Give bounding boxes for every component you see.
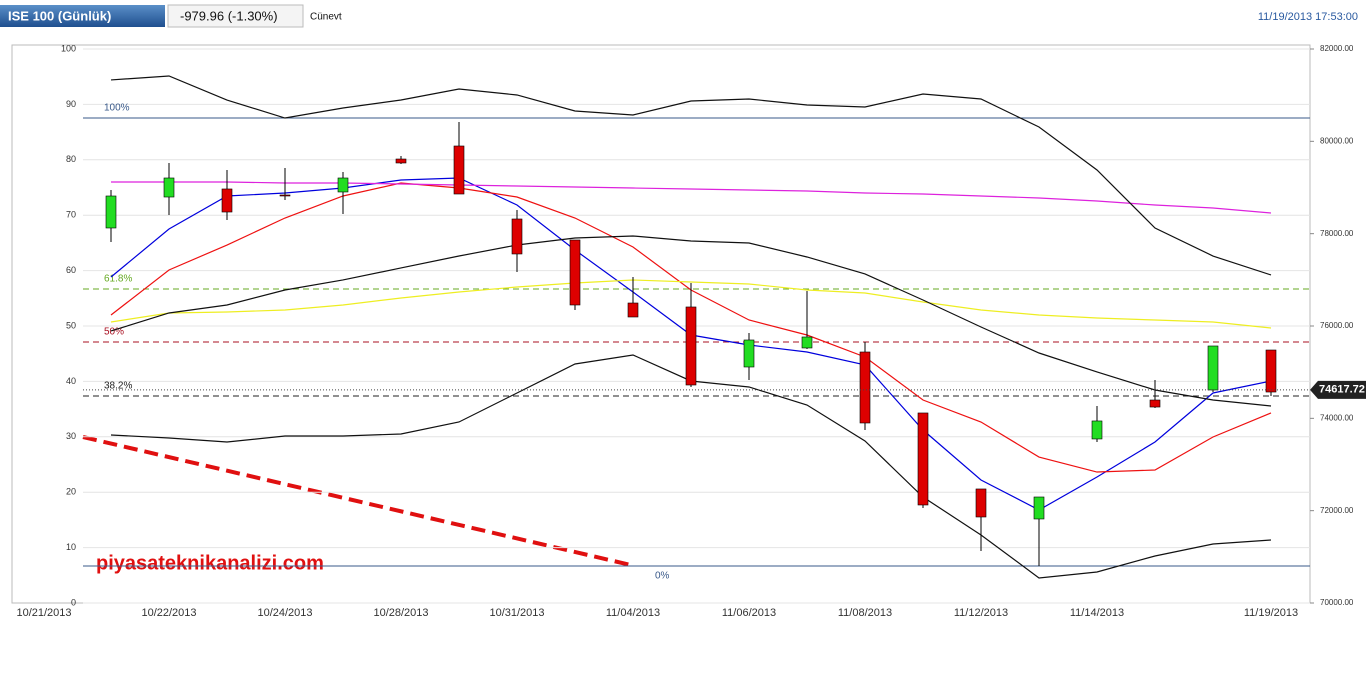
candle-body [1033, 496, 1045, 520]
y-tick-label: 70 [66, 210, 76, 220]
y-tick-label: 50 [66, 320, 76, 330]
timestamp: 11/19/2013 17:53:00 [1258, 11, 1358, 23]
candle-body [1149, 399, 1161, 408]
y2-tick-label: 72000.00 [1320, 506, 1354, 515]
indicator-line [110, 75, 1272, 276]
candle-body [685, 306, 697, 386]
candle-body [627, 302, 639, 318]
x-tick-label: 11/08/2013 [838, 607, 892, 619]
y-tick-label: 30 [66, 431, 76, 441]
watermark: piyasateknikanalizi.com [96, 552, 324, 574]
y-tick-label: 90 [66, 99, 76, 109]
y-tick-label: 100 [61, 43, 76, 53]
x-tick-label: 11/04/2013 [606, 607, 660, 619]
trend-line [82, 435, 636, 568]
candle-body [801, 336, 813, 349]
y2-tick-label: 74000.00 [1320, 413, 1354, 422]
plot-frame [11, 44, 1311, 604]
candle-body [279, 194, 291, 197]
y-tick-label: 10 [66, 542, 76, 552]
x-tick-label: 11/19/2013 [1244, 607, 1298, 619]
candle-body [105, 195, 117, 229]
candle-body [221, 188, 233, 213]
x-tick-label: 11/12/2013 [954, 607, 1008, 619]
candle-body [337, 177, 349, 193]
fib-label: 38.2% [104, 381, 132, 392]
candle-body [569, 239, 581, 306]
y2-tick-label: 82000.00 [1320, 44, 1354, 53]
fib-label: 50% [104, 327, 124, 338]
fib-label: 0% [655, 571, 670, 582]
y2-tick-label: 76000.00 [1320, 321, 1354, 330]
y-tick-label: 20 [66, 487, 76, 497]
y-tick-label: 80 [66, 154, 76, 164]
y-tick-label: 0 [71, 597, 76, 607]
y2-tick-label: 80000.00 [1320, 136, 1354, 145]
indicator-line [111, 181, 1272, 214]
last-price-label: 74617.72 [1319, 384, 1365, 396]
candle-body [1207, 345, 1219, 391]
candle-body [453, 145, 465, 195]
x-tick-label: 11/14/2013 [1070, 607, 1124, 619]
candle-body [511, 218, 523, 255]
candle-body [1265, 349, 1277, 393]
last-price-tag [1310, 380, 1366, 399]
change: -979.96 (-1.30%) [180, 8, 278, 23]
x-tick-label: 10/31/2013 [489, 607, 544, 619]
y-tick-label: 60 [66, 265, 76, 275]
indicator-line [110, 354, 1272, 579]
y-tick-label: 40 [66, 376, 76, 386]
candle-body [975, 488, 987, 518]
user: Cünevt [310, 12, 342, 23]
x-tick-label: 10/28/2013 [373, 607, 428, 619]
candle-body [163, 177, 175, 198]
y2-tick-label: 78000.00 [1320, 229, 1354, 238]
candle-body [743, 339, 755, 368]
change-box [167, 4, 304, 28]
candle-body [395, 158, 407, 164]
fib-label: 61.8% [104, 274, 132, 285]
x-tick-label: 10/24/2013 [257, 607, 312, 619]
candle-body [1091, 420, 1103, 440]
x-tick-label: 10/21/2013 [16, 607, 71, 619]
title: ISE 100 (Günlük) [8, 8, 111, 23]
y2-tick-label: 70000.00 [1320, 598, 1354, 607]
fib-label: 100% [104, 103, 130, 114]
candle-body [917, 412, 929, 506]
x-tick-label: 10/22/2013 [141, 607, 196, 619]
title-tab [0, 5, 165, 27]
x-tick-label: 11/06/2013 [722, 607, 776, 619]
candle-body [859, 351, 871, 424]
indicator-line [110, 279, 1272, 329]
indicator-line [110, 235, 1272, 407]
